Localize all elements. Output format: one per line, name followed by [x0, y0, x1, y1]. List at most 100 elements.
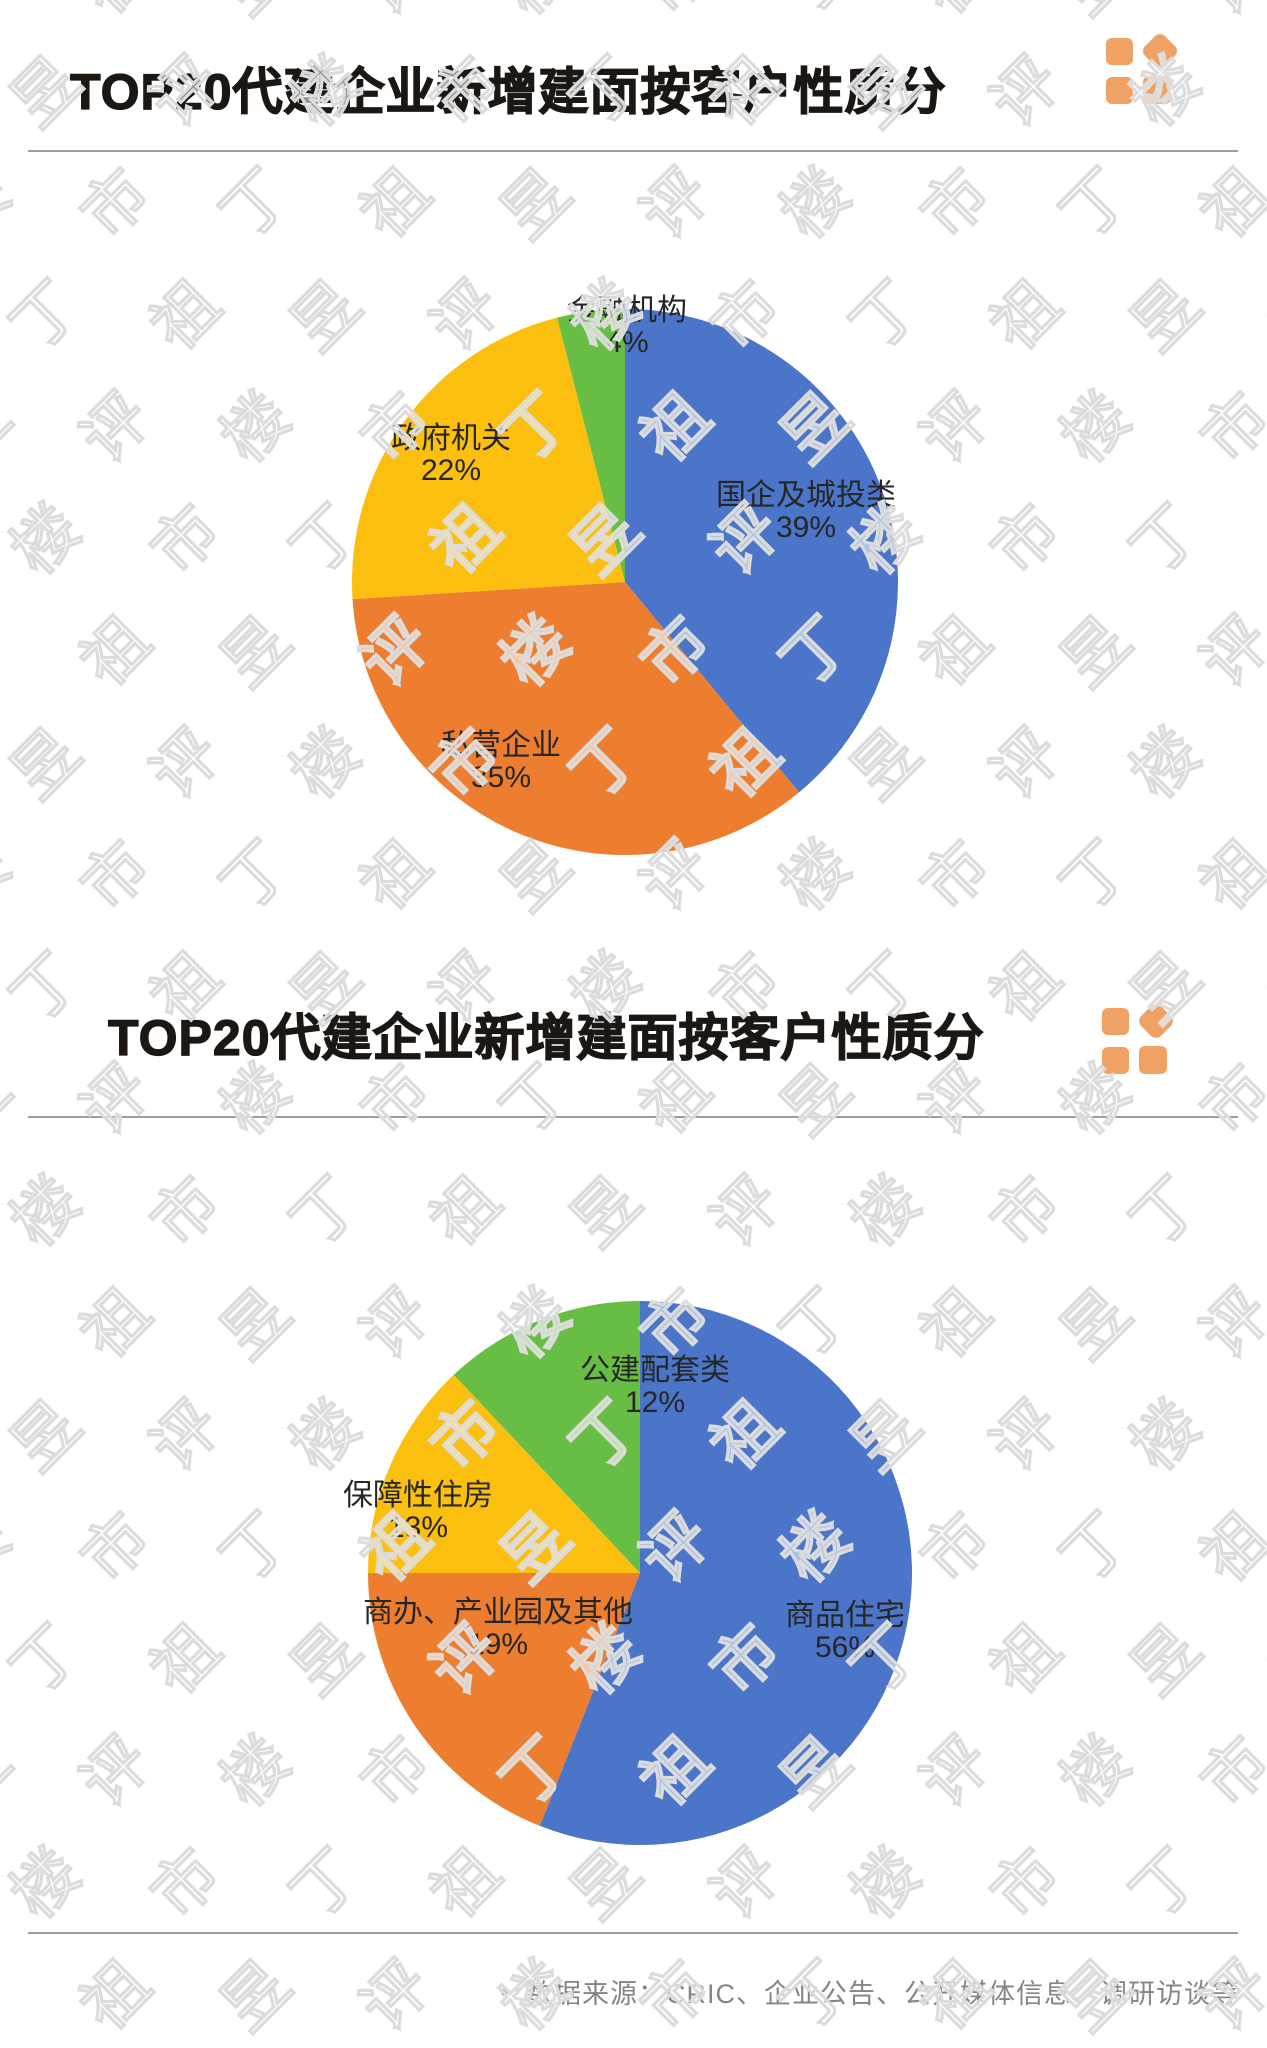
pie-chart-new-construction-by-client-type-2: 商品住宅 56% 商办、产业园及其他 19% 保障性住房 13% 公建配套类 12%	[343, 1301, 912, 1845]
watermark-char: 昱	[1117, 267, 1214, 364]
watermark-char: 楼	[0, 827, 24, 924]
watermark-char: 祖	[1187, 155, 1267, 252]
watermark-char: 评	[1257, 939, 1267, 1036]
watermark-char: 丁	[1047, 827, 1144, 924]
watermark-char: 评	[907, 1723, 1004, 1820]
watermark-char: 丁	[0, 1947, 24, 2044]
logo-square-topleft-icon	[1106, 38, 1133, 65]
watermark-char: 市	[137, 1163, 234, 1260]
watermark-char: 祖	[67, 1275, 164, 1372]
watermark-char: 楼	[207, 1723, 304, 1820]
watermark-char: 市	[617, 0, 727, 31]
watermark-char: 祖	[57, 0, 167, 31]
watermark-char: 丁	[1117, 1835, 1214, 1932]
pie-slice-1	[625, 309, 898, 793]
watermark-char: 昱	[487, 155, 584, 252]
watermark-char: 丁	[1117, 491, 1214, 588]
watermark-char: 楼	[1117, 1387, 1214, 1484]
watermark-char: 评	[1187, 1275, 1267, 1372]
watermark-char: 市	[907, 827, 1004, 924]
watermark-char: 评	[627, 155, 724, 252]
watermark-char: 丁	[0, 0, 27, 31]
watermark-char: 祖	[347, 155, 444, 252]
watermark-char: 祖	[1187, 827, 1267, 924]
footer-divider	[28, 1932, 1238, 1934]
watermark-char: 祖	[1257, 491, 1267, 588]
pie-slice-label-1: 国企及城投类 39%	[716, 479, 896, 544]
watermark-char: 市	[67, 827, 164, 924]
watermark-char: 市	[977, 491, 1074, 588]
watermark-char: 市	[1257, 43, 1267, 140]
watermark-char: 祖	[1257, 1163, 1267, 1260]
watermark-char: 昱	[1047, 1275, 1144, 1372]
watermark-char: 昱	[1047, 603, 1144, 700]
pie-slice-1	[539, 1301, 912, 1845]
watermark-char: 昱	[207, 1275, 304, 1372]
pie-slice-3	[352, 317, 625, 600]
watermark-char: 丁	[207, 1499, 304, 1596]
watermark-char: 市	[67, 1499, 164, 1596]
watermark-char: 丁	[0, 267, 94, 364]
watermark-char: 楼	[0, 155, 24, 252]
pie-slice-4	[453, 1301, 640, 1573]
watermark-char: 评	[1257, 267, 1267, 364]
title-divider-2	[28, 1116, 1238, 1118]
four-squares-logo	[1106, 31, 1182, 104]
watermark-char: 楼	[1047, 379, 1144, 476]
watermark-char: 市	[1187, 1051, 1267, 1148]
watermark-char: 昱	[0, 1723, 24, 1820]
watermark-char: 祖	[907, 1275, 1004, 1372]
watermark-char: 评	[977, 715, 1074, 812]
watermark-char: 昱	[277, 1611, 374, 1708]
watermark-char: 昱	[557, 1163, 654, 1260]
watermark-char: 评	[1177, 0, 1267, 31]
watermark-char: 楼	[0, 491, 94, 588]
data-source-text: 数据来源：CRIC、企业公告、公开媒体信息、调研访谈等	[526, 1979, 1240, 2009]
watermark-char: 市	[977, 1163, 1074, 1260]
chart-title-1: TOP20代建企业新增建面按客户性质分	[69, 63, 947, 120]
watermark-char: 楼	[767, 155, 864, 252]
pie-slice-label-2: 商办、产业园及其他 19%	[363, 1596, 633, 1661]
watermark-char: 市	[907, 155, 1004, 252]
watermark-char: 丁	[277, 1835, 374, 1932]
pie-chart-new-construction-by-client-type-1: 国企及城投类 39% 私营企业 35% 政府机关 22% 金融机构 4%	[352, 295, 898, 855]
pie-slice-3	[368, 1374, 640, 1573]
watermark-char: 祖	[1187, 1499, 1267, 1596]
watermark-char: 丁	[207, 827, 304, 924]
watermark-char: 评	[1257, 1611, 1267, 1708]
watermark-char: 楼	[1047, 1723, 1144, 1820]
watermark-char: 祖	[977, 1611, 1074, 1708]
four-squares-logo	[1102, 1001, 1178, 1074]
pie-slice-label-1: 商品住宅 56%	[785, 1599, 905, 1664]
watermark-char: 祖	[137, 1611, 234, 1708]
watermark-char: 市	[137, 1835, 234, 1932]
watermark-char: 祖	[907, 603, 1004, 700]
watermark-char: 市	[1187, 1723, 1267, 1820]
watermark-char: 丁	[1047, 1499, 1144, 1596]
watermark-char: 评	[907, 379, 1004, 476]
watermark-char: 昱	[197, 0, 307, 31]
watermark-char: 评	[1187, 603, 1267, 700]
pie-slice-2	[368, 1573, 640, 1826]
pie-slice-2	[352, 582, 800, 855]
watermark-char: 市	[1257, 1387, 1267, 1484]
watermark-char: 昱	[0, 1051, 24, 1148]
logo-square-bottomright-icon	[1139, 1046, 1167, 1074]
watermark-char: 楼	[277, 1387, 374, 1484]
bullet-icon: ●	[499, 1981, 511, 2001]
watermark-char: 评	[137, 1387, 234, 1484]
watermark-char: 昱	[1117, 1611, 1214, 1708]
watermark-char: 祖	[1257, 1835, 1267, 1932]
watermark-char: 昱	[0, 1387, 94, 1484]
watermark-char: 市	[1257, 715, 1267, 812]
logo-square-bottomleft-icon	[1106, 77, 1133, 104]
watermark-char: 丁	[0, 939, 94, 1036]
watermark-char: 市	[137, 491, 234, 588]
watermark-char: 市	[1187, 379, 1267, 476]
pie-slice-4	[557, 309, 625, 582]
watermark-char: 昱	[207, 603, 304, 700]
watermark-char: 楼	[1117, 715, 1214, 812]
watermark-char: 评	[337, 0, 447, 31]
watermark-char: 丁	[757, 0, 867, 31]
